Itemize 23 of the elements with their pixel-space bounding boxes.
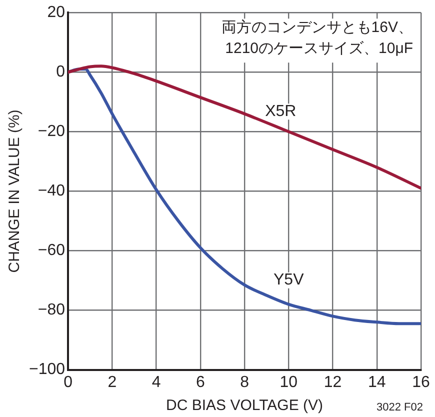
y-tick-label: −100 — [28, 361, 66, 378]
x-axis-title: DC BIAS VOLTAGE (V) — [166, 397, 324, 414]
x-tick-label: 8 — [240, 374, 250, 391]
y-tick-label: −60 — [38, 242, 66, 260]
text: 3022 F02 — [376, 402, 423, 414]
line-series — [68, 68, 421, 326]
x-tick-label: 6 — [196, 374, 205, 391]
y-tick-label: −40 — [38, 182, 66, 200]
x-tick-label: 16 — [412, 374, 430, 391]
annotation: 両方のコンデンサとも16V、 1210のケースサイズ、10μF — [221, 19, 413, 58]
line-series — [68, 64, 421, 190]
y-tick-label: −80 — [38, 302, 66, 319]
x-tick-label: 2 — [108, 374, 117, 391]
y-tick-label: 0 — [56, 64, 66, 81]
x-tick-label: 10 — [280, 374, 298, 391]
x-tick-label: 12 — [324, 374, 342, 391]
y-axis-title: CHANGE IN VALUE (%) — [6, 110, 24, 273]
series-label: X5R — [265, 103, 296, 120]
x-tick-label: 14 — [368, 374, 386, 391]
series-label: Y5V — [274, 272, 304, 289]
y-tick-label: −20 — [38, 123, 66, 140]
y-tick-label: 20 — [47, 4, 66, 22]
x-tick-label: 4 — [152, 374, 161, 391]
